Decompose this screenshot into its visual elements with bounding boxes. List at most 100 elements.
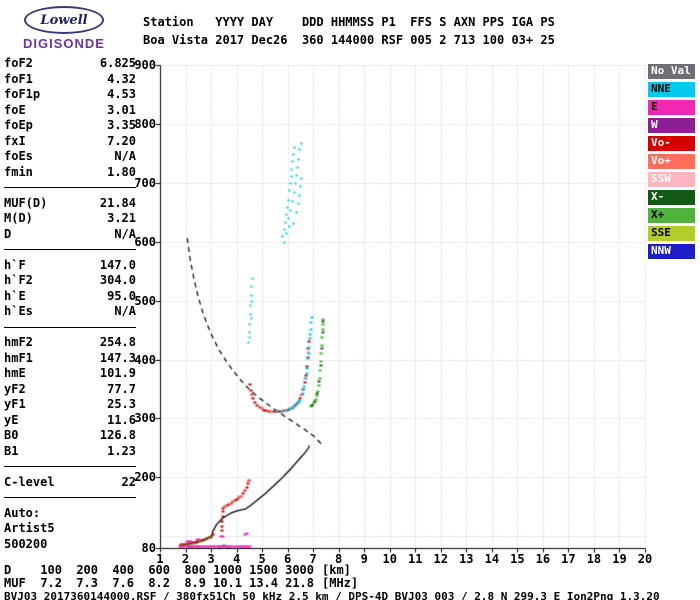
param-value: 147.3	[99, 350, 136, 365]
y-tick-label: 800	[134, 116, 156, 131]
y-tick-label: 200	[134, 470, 156, 485]
param-label: MUF(D)	[4, 195, 48, 210]
direction-legend: No Val NNE E W Vo- Vo+ SSW X- X+ SSE NNW	[648, 64, 695, 262]
param-label: hmE	[4, 366, 26, 380]
param-label: yF2	[4, 381, 26, 396]
x-tick-label: 12	[433, 552, 448, 566]
x-tick-label: 11	[408, 552, 423, 566]
header-station-values: Boa Vista 2017 Dec26 360 144000 RSF 005 …	[143, 33, 555, 47]
param-row-foep: foEp 3.35	[4, 118, 136, 134]
param-value: 304.0	[99, 273, 136, 287]
param-group-separator	[4, 490, 136, 506]
param-row-foe: foE 3.01	[4, 103, 136, 119]
legend-item-nnw: NNW	[648, 244, 695, 259]
y-tick-label: 900	[134, 58, 156, 72]
param-group-separator	[4, 459, 136, 475]
table-row-d: D 100 200 400 600 800 1000 1500 3000 [km]	[4, 564, 358, 577]
separator-line	[4, 249, 136, 251]
row-value: 600	[148, 563, 170, 577]
param-value: 21.84	[99, 195, 136, 210]
param-label: B1	[4, 443, 19, 458]
legend-item-e: E	[648, 100, 695, 115]
param-row-hf: h`F 147.0	[4, 258, 136, 274]
param-value: 1.23	[107, 443, 136, 458]
legend-item-noval: No Val	[648, 64, 695, 79]
param-value: N/A	[114, 149, 136, 163]
param-row-he: h`E 95.0	[4, 289, 136, 305]
x-tick-label: 17	[561, 552, 576, 566]
param-label: hmF2	[4, 335, 33, 349]
y-tick-label: 700	[134, 175, 156, 190]
separator-line	[4, 187, 136, 189]
param-row-md: M(D) 3.21	[4, 211, 136, 227]
param-group-separator	[4, 320, 136, 336]
param-group-separator	[4, 242, 136, 258]
param-value: 25.3	[107, 397, 136, 411]
param-row-hes: h`Es N/A	[4, 304, 136, 320]
param-label: h`F	[4, 257, 26, 272]
legend-item-w: W	[648, 118, 695, 133]
param-label: fxI	[4, 133, 26, 148]
station-header: Station YYYY DAY DDD HHMMSS P1 FFS S AXN…	[143, 13, 555, 49]
param-row-ye: yE 11.6	[4, 413, 136, 429]
row-value: 400	[112, 563, 134, 577]
x-tick-label: 15	[510, 552, 525, 566]
row-value: 1500	[249, 563, 278, 577]
param-value: 77.7	[107, 381, 136, 396]
y-tick-label: 80	[141, 541, 156, 555]
param-value: N/A	[114, 304, 136, 318]
row-value: 800	[184, 563, 206, 577]
y-tick-label: 500	[134, 293, 156, 308]
param-label: fmin	[4, 164, 33, 179]
param-row-hmf2: hmF2 254.8	[4, 335, 136, 351]
x-tick-label: 14	[484, 552, 500, 566]
param-row-fof1p: foF1p 4.53	[4, 87, 136, 103]
y-tick-label: 400	[134, 352, 156, 367]
separator-line	[4, 326, 136, 328]
parameter-panel: foF2 6.825 foF1 4.32 foF1p 4.53 foE 3.01 foEp 3.3…	[4, 56, 136, 552]
row-value: 8.2	[148, 576, 170, 590]
row-value: 21.8	[285, 576, 314, 590]
logo-lowell-text: Lowell	[40, 12, 88, 28]
param-row-d: D N/A	[4, 227, 136, 243]
param-row-fof1: foF1 4.32	[4, 72, 136, 88]
x-tick-label: 18	[586, 552, 602, 566]
row-value: 100	[40, 563, 62, 577]
legend-item-vo: Vo-	[648, 136, 695, 151]
param-row-yf1: yF1 25.3	[4, 397, 136, 413]
row-value: 10.1	[213, 576, 242, 590]
legend-item-sse: SSE	[648, 226, 695, 241]
x-tick-label: 9	[360, 552, 368, 566]
x-tick-label: 2	[181, 552, 190, 566]
param-value: 1.80	[107, 164, 136, 179]
param-value: 6.825	[99, 56, 136, 70]
param-label: h`E	[4, 288, 26, 303]
row-value: 8.9	[184, 576, 206, 590]
param-value: 11.6	[107, 412, 136, 427]
x-tick-label: 5	[258, 552, 266, 566]
param-value: 3.21	[107, 211, 136, 225]
param-row-b0: B0 126.8	[4, 428, 136, 444]
param-label: foEs	[4, 149, 33, 163]
x-tick-label: 20	[637, 552, 653, 566]
row-label: MUF	[4, 576, 26, 590]
param-label: yE	[4, 412, 19, 427]
param-value: 147.0	[99, 257, 136, 272]
digisonde-logo: Lowell DIGISONDE	[8, 6, 120, 51]
param-row-foes: foEs N/A	[4, 149, 136, 165]
param-value: 3.35	[107, 118, 136, 132]
row-label: D	[4, 563, 12, 577]
row-value: 7.2	[40, 576, 62, 590]
row-unit: [km]	[322, 563, 351, 577]
muf-distance-table: D 100 200 400 600 800 1000 1500 3000 [km] MUF 7.2 7.…	[4, 564, 358, 590]
param-row-hme: hmE 101.9	[4, 366, 136, 382]
param-value: 101.9	[99, 366, 136, 380]
x-tick-label: 19	[612, 552, 627, 566]
param-row-mufd: MUF(D) 21.84	[4, 196, 136, 212]
param-value: 126.8	[99, 428, 136, 442]
param-footer-line: Auto:	[4, 505, 41, 520]
row-value: 200	[76, 563, 98, 577]
separator-line	[4, 497, 136, 499]
